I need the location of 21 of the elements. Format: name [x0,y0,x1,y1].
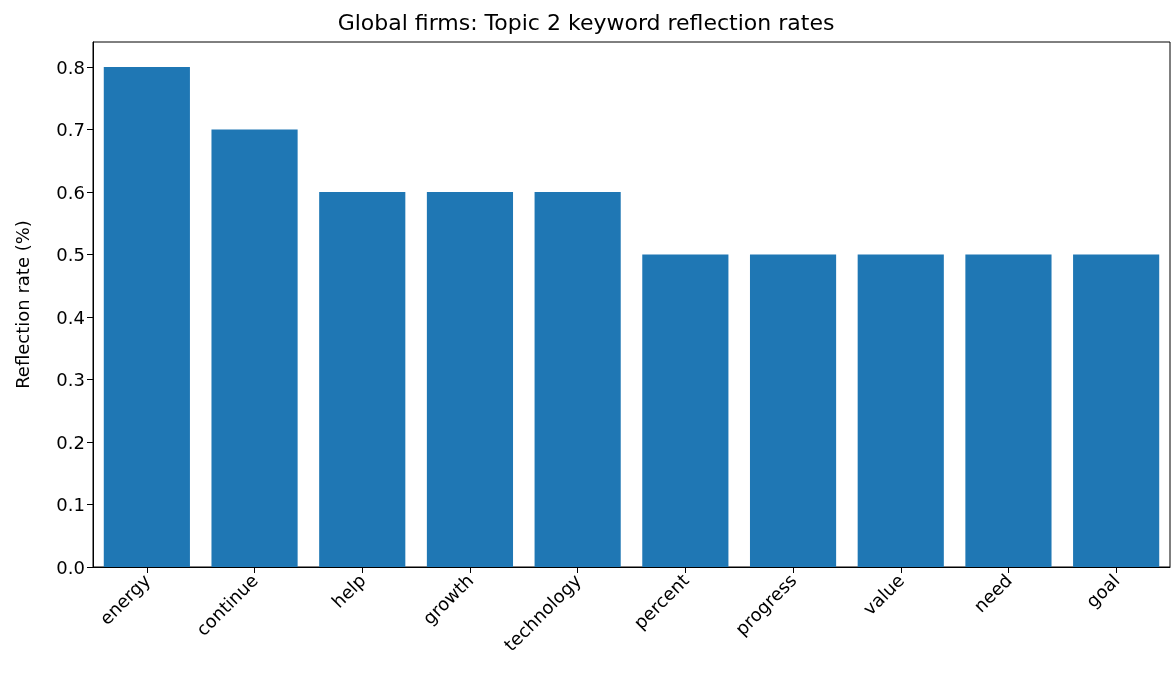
bar [965,254,1052,567]
chart-title: Global firms: Topic 2 keyword reflection rates [337,9,835,35]
y-tick-label: 0.6 [56,181,85,203]
y-tick-label: 0.5 [56,244,85,265]
bar [211,129,298,567]
bar [426,192,514,567]
y-tick-label: 0.0 [56,556,85,578]
y-tick-label: 0.3 [56,369,85,390]
y-tick-label: 0.1 [56,494,85,515]
bar [1073,254,1160,567]
y-tick-label: 0.7 [56,119,85,140]
y-axis-title: Reflection rate (%) [11,220,33,389]
bar [749,254,837,567]
bar [319,192,406,567]
y-tick-label: 0.2 [56,431,85,453]
bar [103,67,190,567]
y-tick-label: 0.8 [56,56,85,78]
bar [642,254,729,567]
bar [534,192,621,567]
bar [857,254,944,567]
y-tick-label: 0.4 [56,306,85,328]
